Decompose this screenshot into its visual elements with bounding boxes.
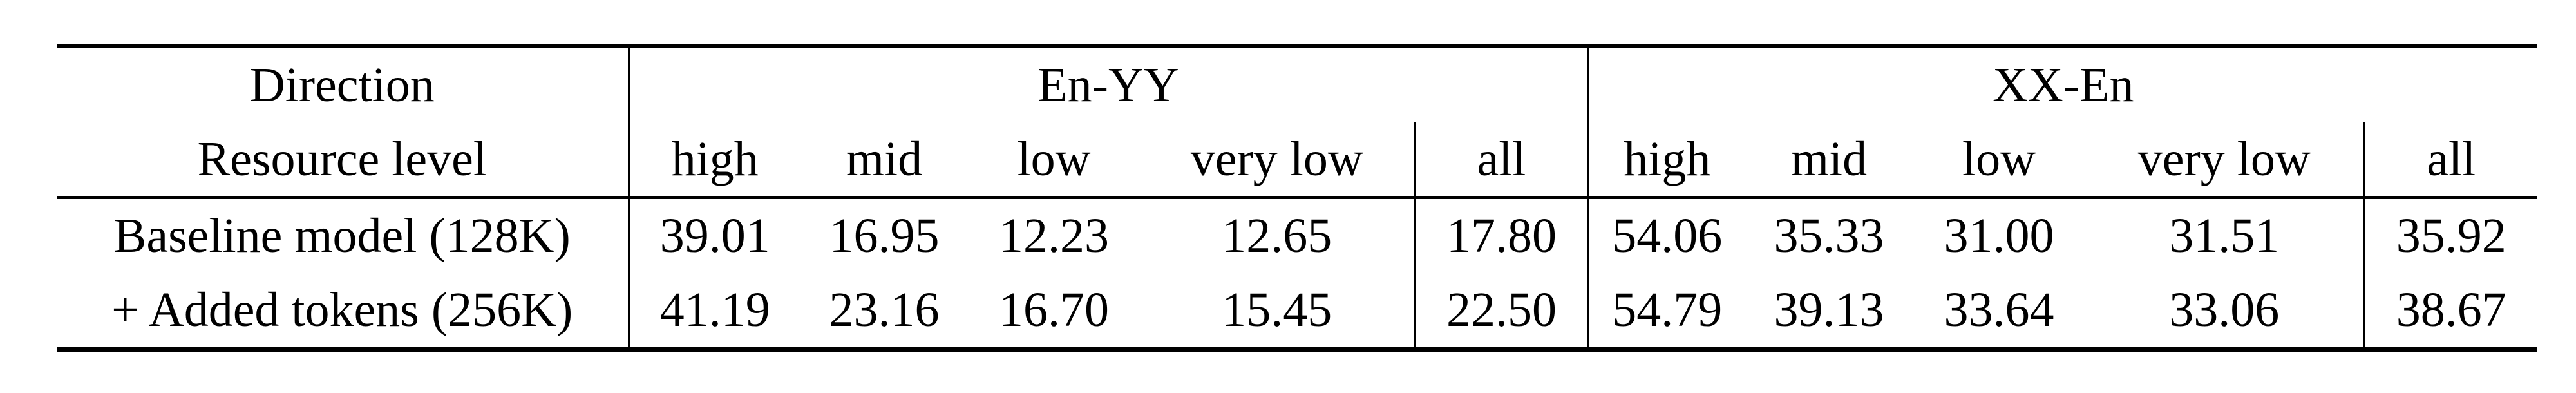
col-header-en-high: high [671, 132, 759, 186]
table-row-baseline: Baseline model (128K) 39.01 16.95 12.23 … [57, 196, 2538, 273]
col-header-xx-mid: mid [1790, 132, 1868, 186]
col-header-en-mid: mid [846, 132, 923, 186]
table-header: Direction Resource level En-YY XX-En hig… [57, 46, 2538, 198]
score-cell-en-very-low: 15.45 [1222, 283, 1332, 337]
score-cell-en-very-low: 12.65 [1140, 196, 1415, 273]
score-cell-en-high: 41.19 [659, 283, 770, 337]
group-header-en-yy: En-YY [1037, 58, 1179, 112]
score-cell-xx-low: 31.00 [1913, 196, 2086, 273]
group-header-row: Direction Resource level En-YY XX-En [57, 46, 2538, 198]
score-cell-en-low: 16.70 [999, 283, 1109, 337]
col-header-xx-all: all [2363, 122, 2538, 198]
score-cell-xx-high: 54.79 [1587, 273, 1746, 350]
score-cell-en-high: 39.01 [629, 196, 800, 273]
subheader-row: high mid low very low all high mid low v… [57, 122, 2538, 198]
table-body: Baseline model (128K) 39.01 16.95 12.23 … [57, 196, 2538, 350]
score-cell-xx-all: 38.67 [2363, 273, 2538, 350]
score-cell-en-mid: 23.16 [829, 283, 940, 337]
score-cell-en-all: 22.50 [1414, 273, 1589, 350]
col-header-en-very-low: very low [1190, 132, 1363, 186]
score-cell-en-all: 17.80 [1414, 196, 1589, 273]
direction-label: Direction [249, 58, 435, 112]
resource-level-label: Resource level [197, 132, 487, 186]
row-label: + Added tokens (256K) [57, 273, 630, 350]
stub-header: Direction Resource level [57, 46, 630, 198]
score-cell-xx-low: 33.64 [1944, 283, 2054, 337]
col-header-xx-high: high [1587, 122, 1746, 198]
score-cell-xx-mid: 39.13 [1774, 283, 1884, 337]
score-cell-en-mid: 16.95 [800, 196, 968, 273]
group-header-xx-en: XX-En [1587, 46, 2538, 122]
score-cell-xx-very-low: 31.51 [2085, 196, 2365, 273]
col-header-xx-low: low [1962, 132, 2036, 186]
row-label: Baseline model (128K) [57, 196, 630, 273]
score-cell-xx-all: 35.92 [2363, 196, 2538, 273]
score-cell-en-low: 12.23 [968, 196, 1140, 273]
score-cell-xx-mid: 35.33 [1745, 196, 1913, 273]
score-cell-xx-high: 54.06 [1587, 196, 1746, 273]
col-header-en-low: low [1017, 132, 1091, 186]
score-cell-xx-very-low: 33.06 [2169, 283, 2280, 337]
table-row-added-tokens: + Added tokens (256K) 41.19 23.16 16.70 … [57, 273, 2538, 350]
col-header-en-all: all [1414, 122, 1589, 198]
results-table: Direction Resource level En-YY XX-En hig… [57, 44, 2538, 352]
col-header-xx-very-low: very low [2137, 132, 2311, 186]
